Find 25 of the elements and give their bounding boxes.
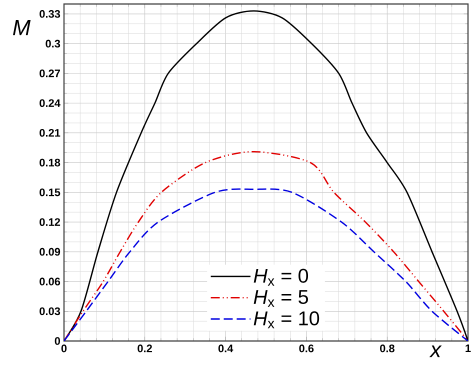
y-axis-title: M xyxy=(13,20,31,36)
y-tick-label: 0.03 xyxy=(40,307,60,316)
y-tick-label: 0.3 xyxy=(46,40,60,48)
line-series xyxy=(64,150,468,341)
x-tick-label: 0.6 xyxy=(299,344,314,352)
x-tick-label: 0.2 xyxy=(138,344,152,352)
y-tick-label: 0 xyxy=(54,337,60,345)
y-tick-label: 0.21 xyxy=(40,128,60,137)
y-tick-label: 0.09 xyxy=(40,248,60,256)
legend-label: H$_{x}$ = 0 xyxy=(254,268,308,286)
y-tick-label: 0.33 xyxy=(40,10,60,18)
legend-label: H$_{x}$ = 10 xyxy=(254,311,320,328)
y-tick-label: 0.18 xyxy=(40,158,60,166)
y-tick-label: 0.15 xyxy=(40,188,60,196)
x-tick-label: 1 xyxy=(466,344,471,352)
y-tick-label: 0.27 xyxy=(40,70,60,78)
x-axis-title: x xyxy=(429,346,442,358)
x-tick-label: 0.8 xyxy=(380,344,394,352)
legend-label: H$_{x}$ = 5 xyxy=(254,290,308,307)
line-series xyxy=(64,188,468,341)
x-tick-label: 0.4 xyxy=(218,344,234,352)
y-tick-label: 0.24 xyxy=(40,99,60,107)
y-tick-label: 0.06 xyxy=(40,278,60,286)
x-tick-label: 0 xyxy=(61,344,67,352)
y-tick-label: 0.12 xyxy=(40,218,60,226)
